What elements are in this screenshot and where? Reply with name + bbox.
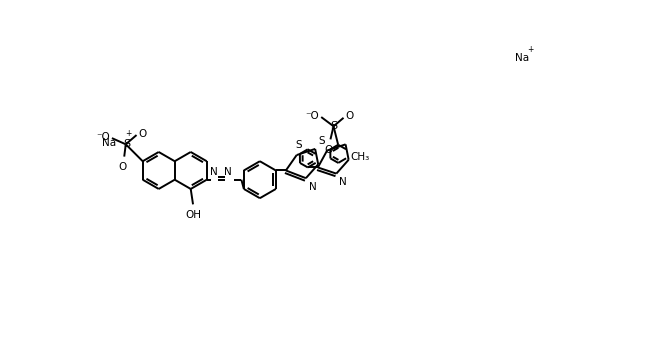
Text: CH₃: CH₃ — [350, 152, 369, 162]
Text: +: + — [126, 129, 132, 138]
Text: N: N — [309, 182, 317, 192]
Text: O: O — [346, 111, 354, 121]
Text: O: O — [325, 145, 333, 155]
Text: Na: Na — [102, 138, 117, 148]
Text: Na: Na — [515, 53, 529, 63]
Text: S: S — [295, 140, 302, 150]
Text: N: N — [339, 177, 347, 187]
Text: OH: OH — [185, 210, 201, 220]
Text: N: N — [210, 166, 217, 177]
Text: S: S — [318, 136, 325, 146]
Text: S: S — [123, 139, 130, 149]
Text: +: + — [527, 45, 533, 54]
Text: S: S — [330, 120, 337, 131]
Text: O: O — [119, 162, 127, 172]
Text: ⁻O: ⁻O — [96, 132, 109, 142]
Text: ⁻O: ⁻O — [305, 111, 319, 120]
Text: O: O — [139, 128, 147, 139]
Text: N: N — [225, 166, 232, 177]
